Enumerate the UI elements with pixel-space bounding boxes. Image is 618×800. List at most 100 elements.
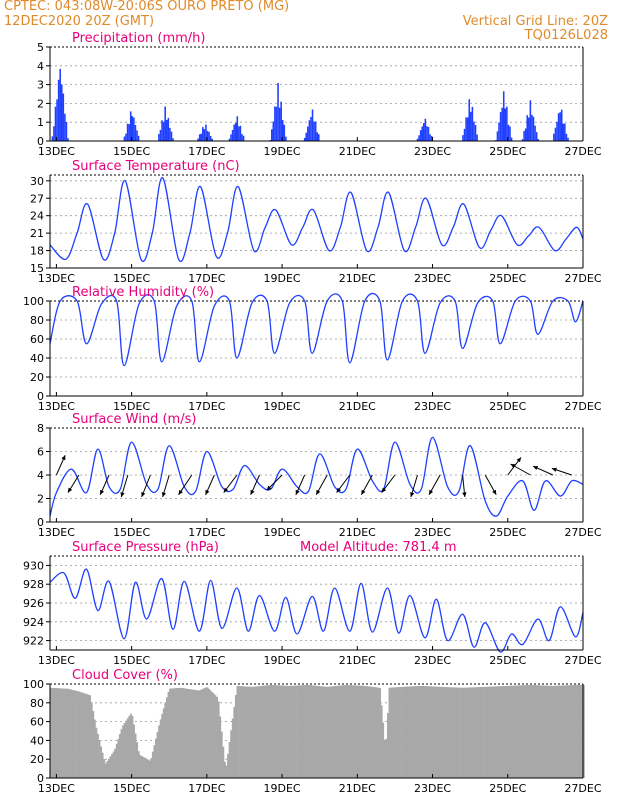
cloud-bar [117,738,120,778]
cloud-bar [178,687,181,778]
precip-bar [567,137,569,141]
header-date: 12DEC2020 20Z (GMT) [4,14,155,29]
panel-2 [46,174,584,269]
cloud-bar [484,686,487,778]
cloud-bar [382,722,385,778]
cloud-bar [383,739,386,778]
cloud-bar [512,685,515,778]
precip-bar [559,112,561,141]
x-tick-label: 21DEC [339,400,376,413]
cloud-bar [98,740,101,778]
precip-bar [427,127,430,141]
cloud-bar [578,684,581,778]
precip-bar [509,126,511,141]
precip-bar [277,83,279,141]
cloud-bar [310,685,313,778]
cloud-bar [567,685,570,778]
cloud-bar [338,685,341,778]
cloud-bar [289,685,292,778]
cloud-bar [501,686,504,778]
cloud-bar [300,685,303,778]
cloud-bar [86,694,88,778]
y-tick-label: 924 [23,616,44,629]
cloud-bar [524,685,527,778]
cloud-bar [115,743,118,778]
cloud-bar [129,713,132,778]
cloud-bar [330,686,333,778]
cloud-bar [228,742,231,778]
precip-bar [274,106,276,141]
cloud-bar [463,687,466,778]
cloud-bar [534,685,537,778]
cloud-bar [87,694,90,778]
cloud-bar [433,686,436,778]
cloud-bar [68,689,71,778]
y-tick-label: 8 [37,422,44,435]
cloud-bar [140,756,143,778]
cloud-bar [79,692,82,778]
x-tick-label: 19DEC [264,782,301,795]
precip-bar [419,130,422,141]
cloud-bar [570,685,573,778]
cloud-bar [408,686,411,778]
cloud-bar [466,687,469,778]
cloud-bar [557,685,560,778]
panel-3 [46,292,584,397]
x-tick-label: 21DEC [339,272,376,285]
cloud-bar [222,746,225,778]
cloud-bar [390,687,392,778]
cloud-bar [393,687,396,778]
cloud-bar [280,685,283,778]
cloud-bar [410,686,413,778]
cloud-bar [396,687,399,778]
cloud-bar [296,685,298,778]
x-tick-label: 23DEC [414,526,451,539]
cloud-bar [202,688,204,778]
cloud-bar [504,686,507,778]
precip-bar [421,126,424,141]
precip-bar [170,131,173,141]
y-tick-label: 926 [23,597,44,610]
cloud-bar [545,685,548,778]
cloud-bar [269,685,272,778]
cloud-bar [535,685,538,778]
precip-bar [136,130,138,141]
y-tick-label: 27 [30,192,44,205]
wind-arrowhead [205,489,210,495]
cloud-bar [449,687,452,778]
cloud-bar [56,688,59,778]
precip-bar [310,117,312,141]
cloud-bar [112,751,115,778]
cloud-bar [528,685,530,778]
cloud-bar [60,688,63,778]
panel-title: Precipitation (mm/h) [72,31,205,46]
precip-bar [51,136,54,141]
cloud-bar [452,687,455,778]
cloud-bar [372,687,375,778]
cloud-bar [103,759,106,778]
cloud-bar [316,685,319,778]
precip-bar [57,79,60,141]
cloud-bar [468,687,471,778]
cloud-bar [517,685,519,778]
cloud-bar [247,686,250,778]
precip-bar [59,68,61,141]
y-tick-label: 60 [30,333,44,346]
precip-bar [423,123,425,141]
cloud-bar [170,688,173,778]
cloud-bar [128,715,131,778]
cloud-bar [531,685,534,778]
y-tick-label: 0 [37,772,44,785]
cloud-bar [474,687,477,778]
cloud-bar [65,688,68,778]
cloud-bar [239,686,242,778]
cloud-bar [78,691,81,778]
cloud-bar [219,716,222,778]
cloud-bar [120,729,123,778]
cloud-bar [153,745,156,778]
precip-bar [318,134,320,141]
precip-bar [206,130,209,141]
cloud-bar [314,685,317,778]
cloud-bar [200,689,203,778]
cloud-bar [158,725,161,778]
